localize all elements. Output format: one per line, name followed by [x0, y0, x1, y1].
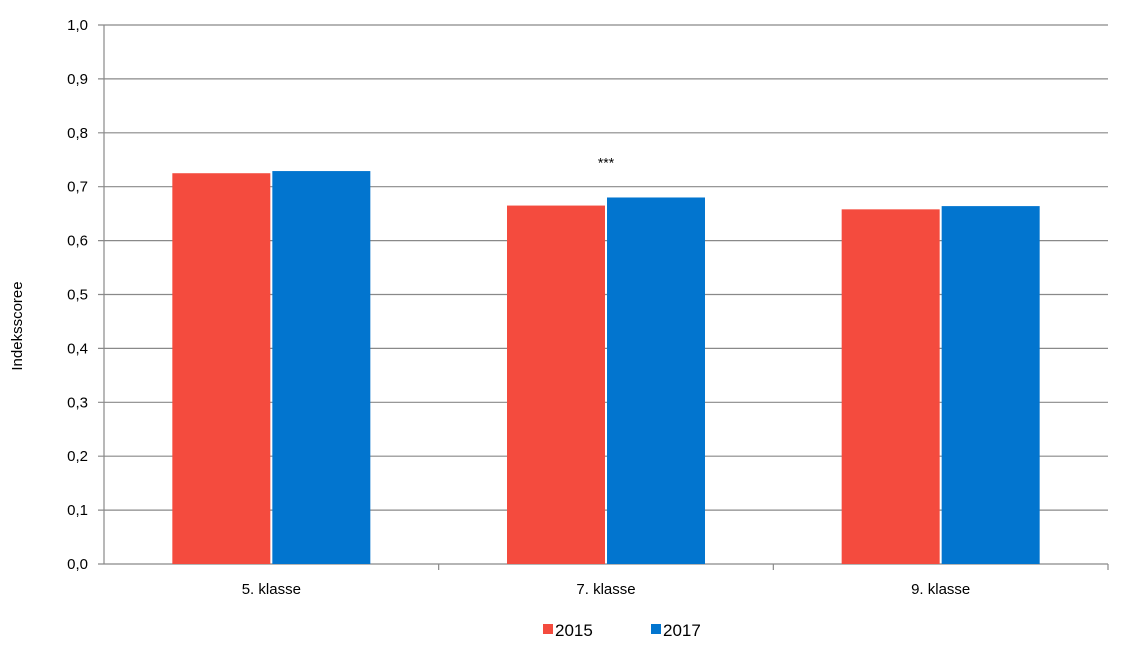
y-tick-label: 0,5 — [67, 287, 88, 304]
legend-label: 2017 — [663, 621, 701, 640]
y-tick-label: 0,9 — [67, 71, 88, 88]
bar-2015-1 — [172, 173, 271, 564]
y-tick-label: 0,2 — [67, 448, 88, 465]
legend-swatch-2015 — [543, 624, 553, 634]
y-tick-label: 0,6 — [67, 233, 88, 250]
y-tick-label: 0,8 — [67, 125, 88, 142]
y-tick-label: 1,0 — [67, 17, 88, 34]
legend: 2015 2017 — [543, 621, 701, 640]
bar-2017-2 — [607, 197, 705, 565]
annotations: *** — [598, 154, 615, 170]
x-tick-label: 5. klasse — [242, 581, 301, 598]
legend-label: 2015 — [555, 621, 593, 640]
bar-2015-3 — [841, 209, 940, 564]
y-axis-title: Indeksscoree — [9, 281, 26, 370]
bar-2017-3 — [941, 206, 1040, 564]
bar-2017-1 — [272, 171, 371, 564]
x-tick-label: 9. klasse — [911, 581, 970, 598]
x-tick-label: 7. klasse — [576, 581, 635, 598]
legend-swatch-2017 — [651, 624, 661, 634]
bars — [172, 171, 1040, 565]
axes: 0,0 0,1 0,2 0,3 0,4 0,5 0,6 0,7 0,8 0,9 1,0 5. klas… — [67, 17, 1109, 598]
bar-2015-2 — [507, 205, 605, 564]
y-tick-label: 0,7 — [67, 179, 88, 196]
y-tick-label: 0,1 — [67, 502, 88, 519]
y-tick-label: 0,3 — [67, 394, 88, 411]
significance-annotation: *** — [598, 154, 615, 170]
y-tick-label: 0,0 — [67, 556, 88, 573]
y-tick-label: 0,4 — [67, 340, 88, 357]
